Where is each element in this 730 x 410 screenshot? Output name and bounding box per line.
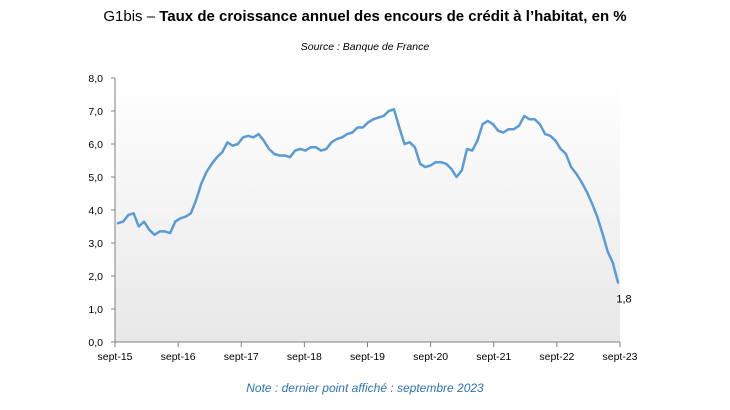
y-tick-label: 1,0 xyxy=(88,304,103,316)
last-point-label: 1,8 xyxy=(616,294,631,306)
y-tick-label: 3,0 xyxy=(88,238,103,250)
x-tick-label: sept-16 xyxy=(161,351,196,363)
y-tick-label: 6,0 xyxy=(88,139,103,151)
x-tick-label: sept-19 xyxy=(350,351,385,363)
y-tick-label: 7,0 xyxy=(88,106,103,118)
x-tick-label: sept-15 xyxy=(97,351,132,363)
series-line xyxy=(116,108,620,284)
chart-note: Note : dernier point affiché : septembre… xyxy=(246,381,484,395)
annotations: 1,8 xyxy=(616,294,631,306)
x-tick-label: sept-21 xyxy=(476,351,511,363)
series-group xyxy=(116,108,620,284)
y-tick-label: 5,0 xyxy=(88,172,103,184)
x-tick-label: sept-18 xyxy=(287,351,322,363)
y-tick-label: 2,0 xyxy=(88,271,103,283)
chart-source: Source : Banque de France xyxy=(300,41,430,53)
y-axis: 0,0 1,0 2,0 3,0 4,0 5,0 6,0 7,0 8,0 xyxy=(88,73,116,349)
chart-title-prefix: G1bis – xyxy=(103,8,160,25)
chart-title-main: Taux de croissance annuel des encours de… xyxy=(159,8,627,25)
y-tick-label: 8,0 xyxy=(88,73,103,85)
x-tick-label: sept-22 xyxy=(539,351,574,363)
plot-background xyxy=(115,78,620,342)
x-tick-label: sept-17 xyxy=(224,351,259,363)
y-tick-label: 0,0 xyxy=(88,337,103,349)
x-axis: sept-15 sept-16 sept-17 sept-18 sept-19 sept-… xyxy=(97,341,638,363)
x-tick-label: sept-23 xyxy=(602,351,637,363)
y-tick-label: 4,0 xyxy=(88,205,103,217)
chart-title: G1bis – Taux de croissance annuel des en… xyxy=(0,8,730,25)
x-tick-label: sept-20 xyxy=(413,351,448,363)
